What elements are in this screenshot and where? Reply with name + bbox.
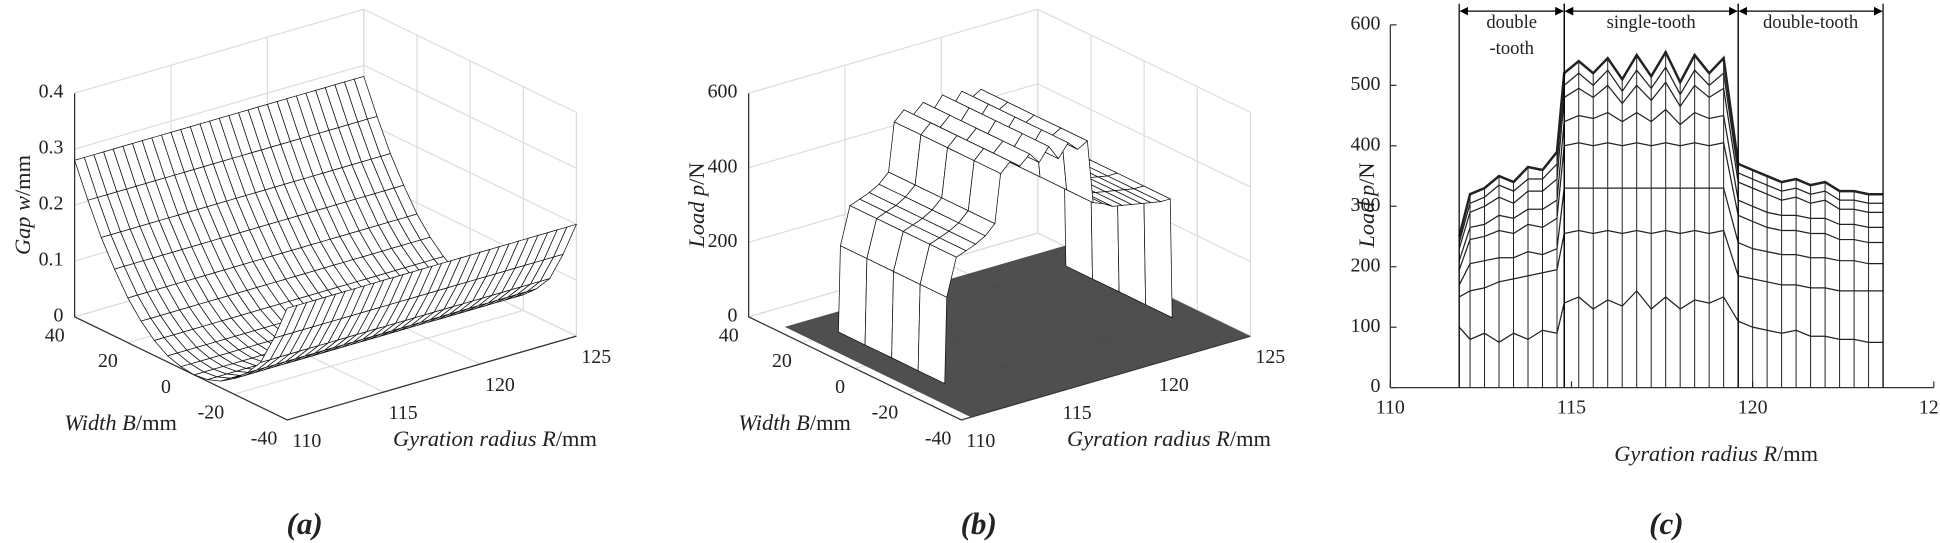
y-tick-label: 100 [1351,315,1381,337]
x-axis-label-unit: /mm [556,426,598,451]
z-axis-label: Gap w/mm [10,154,35,255]
series-line [1458,49,1884,237]
y-tick-label: 400 [1351,133,1381,155]
caption: (c) [1649,506,1683,541]
surface-cell [1143,185,1173,319]
z-tick-label: 0 [728,304,738,326]
surface-cell [917,283,948,385]
y-axis-label-unit: /N [1354,162,1379,184]
z-axis-label-unit: /N [684,162,709,184]
series-line [1458,81,1884,249]
surface-cell [273,304,298,339]
y-axis-label: Load p/N [1354,162,1379,248]
x-tick-label: 110 [292,430,321,452]
x-axis-label-italic: Gyration radius R [1067,426,1230,451]
y-tick-label: 0 [835,376,845,398]
y-axis-label-italic: Width B [64,410,136,435]
y-tick-label: 0 [1370,375,1380,397]
region-label: double [1486,12,1537,33]
series-line [1458,66,1884,243]
series-line [1458,187,1884,286]
z-axis-label: Load p/N [684,162,709,248]
z-axis-label-unit: /mm [10,154,35,196]
z-axis-label-italic: Load p [684,185,709,249]
z-tick-label: 0.2 [39,193,64,215]
z-tick-label: 0.3 [39,137,64,159]
series-line [1458,289,1884,344]
region-label: double-tooth [1763,12,1859,33]
x-tick-label: 125 [1255,346,1285,368]
x-axis-label-italic: Gyration radius R [1614,441,1777,466]
grid-line [233,86,524,395]
axis-line [73,93,577,421]
x-axis-label: Gyration radius R/mm [1614,441,1818,466]
region-label: -tooth [1489,38,1534,59]
z-tick-label: 600 [708,81,738,103]
x-tick-label: 115 [1557,396,1586,418]
series-line [1458,108,1884,261]
x-tick-label: 125 [1919,396,1940,418]
x-tick-label: 110 [1376,396,1405,418]
z-tick-label: 0.1 [39,249,64,271]
x-tick-label: 120 [1159,374,1189,396]
x-axis-label-unit: /mm [1230,426,1272,451]
surface-cell [864,257,894,359]
y-tick-label: 40 [719,324,739,346]
y-axis-label-unit: /mm [136,410,178,435]
y-axis-label-italic: Width B [738,410,810,435]
x-tick-label: 125 [581,346,611,368]
x-axis-label-italic: Gyration radius R [393,426,556,451]
y-tick-label: 20 [772,350,792,372]
grid-line [748,8,1251,114]
y-tick-label: 40 [45,324,65,346]
y-tick-label: 0 [161,376,171,398]
y-tick-label: -20 [198,402,225,424]
z-tick-label: 400 [708,155,738,177]
y-axis-label-italic: Load p [1354,185,1379,249]
x-tick-label: 115 [1063,402,1092,424]
x-axis-label: Gyration radius R/mm [1067,426,1271,451]
y-tick-label: 300 [1351,194,1381,216]
series-line [1458,142,1884,270]
y-tick-label: -40 [251,427,278,449]
caption: (a) [287,506,323,541]
y-axis-label: Width B/mm [738,410,851,435]
z-tick-label: 200 [708,230,738,252]
surface-cell [838,245,868,346]
x-tick-label: 110 [966,430,995,452]
x-tick-label: 120 [1738,396,1768,418]
y-tick-label: 600 [1351,12,1381,34]
y-tick-label: 500 [1351,73,1381,95]
surface-cell [891,270,921,372]
y-axis-label-unit: /mm [810,410,852,435]
region-label: single-tooth [1607,12,1697,33]
x-tick-label: 115 [389,402,418,424]
caption: (b) [961,506,997,541]
x-tick-label: 120 [485,374,515,396]
z-tick-label: 0.4 [39,81,64,103]
y-tick-label: 20 [98,350,118,372]
grid-line [74,8,577,114]
z-tick-label: 0 [53,304,63,326]
series-line [1458,229,1884,298]
x-axis-label: Gyration radius R/mm [393,426,597,451]
y-tick-label: -20 [872,402,899,424]
y-axis-label: Width B/mm [64,410,177,435]
x-axis-label-unit: /mm [1777,441,1819,466]
z-axis-label-italic: Gap w [10,196,35,255]
y-tick-label: 200 [1351,254,1381,276]
y-tick-label: -40 [925,427,952,449]
